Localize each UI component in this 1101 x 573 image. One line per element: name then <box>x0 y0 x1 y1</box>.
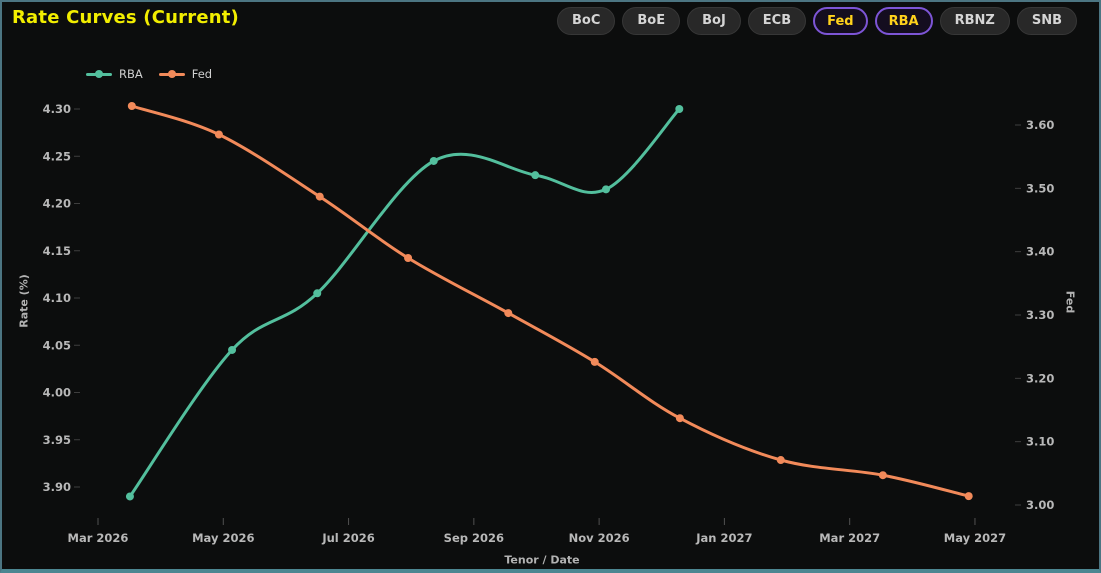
axis-label-rate: Rate (%) <box>17 274 31 328</box>
currency-button-fed[interactable]: Fed <box>813 7 868 35</box>
rba-data-point[interactable] <box>675 105 684 113</box>
right-axis-tick-label: 3.50 <box>1026 181 1054 195</box>
fed-data-point[interactable] <box>878 471 887 480</box>
fed-data-point[interactable] <box>127 102 136 110</box>
fed-data-point[interactable] <box>675 414 684 423</box>
left-axis-tick-label: 4.15 <box>43 244 71 258</box>
fed-data-point[interactable] <box>504 309 513 318</box>
legend-label-rba: RBA <box>119 67 143 81</box>
axis-label-fed: Fed <box>1063 290 1077 314</box>
currency-button-boc[interactable]: BoC <box>556 7 616 35</box>
page-title: Rate Curves (Current) <box>12 7 239 28</box>
left-axis-tick-label: 4.30 <box>43 102 71 116</box>
left-axis-tick-label: 4.10 <box>43 291 71 305</box>
currency-button-boe[interactable]: BoE <box>622 7 681 35</box>
rba-data-point[interactable] <box>313 289 322 298</box>
rba-curve-line <box>128 107 681 498</box>
rba-data-point[interactable] <box>531 171 540 180</box>
currency-toggle-group: BoC BoE BoJ ECB Fed RBA RBNZ SNB <box>556 7 1077 35</box>
rba-data-point[interactable] <box>429 156 438 165</box>
fed-data-point[interactable] <box>214 130 223 139</box>
fed-data-point[interactable] <box>404 254 413 262</box>
left-axis-tick-label: 4.00 <box>43 386 71 400</box>
left-axis-tick-label: 4.20 <box>43 197 71 211</box>
x-axis-tick-label: Nov 2026 <box>569 531 630 545</box>
axis-label-tenor: Tenor / Date <box>504 553 580 567</box>
right-axis-tick-label: 3.30 <box>1026 308 1054 322</box>
fed-line-swatch-icon <box>158 70 185 78</box>
currency-button-rba[interactable]: RBA <box>874 7 933 35</box>
rba-data-point[interactable] <box>602 185 611 194</box>
fed-data-point[interactable] <box>776 456 785 465</box>
currency-button-ecb[interactable]: ECB <box>747 7 807 35</box>
rba-line-swatch-icon <box>86 70 112 78</box>
right-axis-tick-label: 3.20 <box>1026 371 1054 385</box>
currency-button-snb[interactable]: SNB <box>1016 7 1077 35</box>
x-axis-tick-label: Jul 2026 <box>321 531 374 545</box>
chart-legend: RBA Fed <box>86 67 212 81</box>
currency-button-rbnz[interactable]: RBNZ <box>939 7 1010 35</box>
left-axis-tick-label: 3.95 <box>43 433 71 447</box>
fed-data-point[interactable] <box>315 192 324 201</box>
x-axis-tick-label: Jan 2027 <box>695 531 752 545</box>
left-axis-tick-label: 4.25 <box>43 149 71 163</box>
fed-data-point[interactable] <box>590 357 599 366</box>
fed-data-point[interactable] <box>964 492 973 501</box>
x-axis-tick-label: Sep 2026 <box>444 531 504 545</box>
x-axis-tick-label: Mar 2026 <box>68 531 129 545</box>
rba-data-point[interactable] <box>125 492 134 501</box>
left-axis-tick-label: 4.05 <box>43 338 71 352</box>
right-axis-tick-label: 3.00 <box>1026 498 1054 512</box>
legend-item-fed[interactable]: Fed <box>158 67 213 81</box>
right-axis-tick-label: 3.60 <box>1026 118 1054 132</box>
rba-data-point[interactable] <box>228 345 237 354</box>
legend-label-fed: Fed <box>191 67 213 81</box>
currency-button-boj[interactable]: BoJ <box>687 7 741 35</box>
x-axis-tick-label: May 2027 <box>944 531 1006 545</box>
x-axis-tick-label: May 2026 <box>192 531 254 545</box>
right-axis-tick-label: 3.10 <box>1026 435 1054 449</box>
fed-curve-line <box>130 104 971 498</box>
right-axis-tick-label: 3.40 <box>1026 245 1054 259</box>
left-axis-tick-label: 3.90 <box>43 480 71 494</box>
legend-item-rba[interactable]: RBA <box>86 67 143 81</box>
x-axis-tick-label: Mar 2027 <box>819 531 880 545</box>
